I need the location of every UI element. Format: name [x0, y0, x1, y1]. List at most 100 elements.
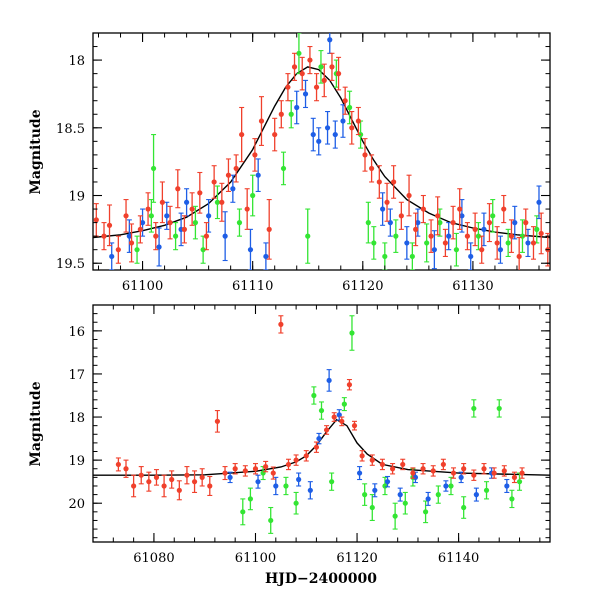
top-green-point-12: [305, 208, 311, 264]
bottom-red-point-11: [199, 468, 205, 487]
bottom-red-point-44: [501, 465, 507, 477]
top-red-point-17: [219, 182, 225, 222]
bottom-red-point-28: [346, 378, 353, 391]
top-red-point-47: [428, 219, 434, 253]
bottom-green-point-11: [362, 483, 368, 506]
top-green-point-19: [382, 242, 388, 270]
bottom-red-point-1: [123, 459, 129, 478]
top-red-point-6: [137, 215, 143, 244]
bottom-blue-point-5: [316, 432, 322, 445]
top-red-point-2: [106, 204, 113, 247]
bottom-red-point-20: [278, 315, 284, 334]
bottom-green-point-3: [268, 506, 274, 534]
top-green-point-21: [409, 242, 415, 270]
bottom-green-point-17: [422, 500, 429, 524]
bottom-red-point-8: [176, 480, 182, 501]
top-red-point-57: [501, 194, 507, 224]
bottom-blue-point-0: [227, 471, 233, 484]
top-red-point-12: [181, 215, 187, 244]
top-red-point-43: [398, 201, 404, 230]
bottom-green-point-22: [483, 481, 490, 500]
bottom-red-point-6: [161, 474, 167, 498]
bottom-y-tick-label-3: 19: [68, 454, 85, 469]
bottom-red-point-16: [242, 465, 248, 477]
top-red-point-15: [203, 222, 210, 251]
top-green-point-23: [437, 208, 443, 237]
bottom-green-point-14: [392, 502, 398, 530]
top-green-point-26: [490, 199, 496, 233]
top-red-point-11: [175, 169, 181, 209]
top-blue-point-25: [431, 230, 437, 270]
top-red-point-46: [420, 194, 426, 224]
bottom-red-point-2: [131, 474, 137, 498]
top-red-point-1: [101, 222, 107, 251]
top-red-point-20: [239, 106, 245, 163]
top-red-point-25: [272, 117, 278, 152]
top-blue-point-10: [247, 228, 254, 270]
bottom-blue-point-16: [473, 487, 479, 502]
bottom-blue-point-2: [273, 476, 279, 496]
top-panel: 61100 61110 61120 61130 18 18.5 19 19.5 Magnitu…: [28, 32, 551, 294]
top-blue-point-8: [222, 211, 228, 262]
top-green-point-9: [280, 151, 287, 186]
top-blue-point-3: [156, 227, 162, 267]
bottom-red-point-46: [519, 467, 525, 479]
top-plot-frame: [92, 32, 551, 271]
top-blue-point-13: [294, 90, 300, 125]
bottom-red-point-24: [313, 441, 320, 453]
bottom-green-point-24: [509, 489, 515, 509]
top-green-point-11: [296, 33, 302, 75]
bottom-blue-point-14: [443, 480, 449, 492]
bottom-green-point-9: [341, 397, 347, 412]
bottom-red-point-29: [351, 420, 358, 431]
top-green-point-8: [250, 174, 256, 217]
bottom-green-point-4: [283, 476, 289, 496]
bottom-green-point-20: [461, 496, 467, 519]
top-red-point-31: [313, 73, 320, 102]
top-red-point-32: [321, 63, 327, 98]
bottom-blue-point-7: [336, 409, 342, 421]
top-x-tick-label-0: 61100: [122, 279, 163, 294]
top-blue-point-16: [316, 127, 322, 156]
bottom-green-point-10: [349, 315, 355, 351]
bottom-green-point-15: [402, 491, 408, 515]
top-red-point-37: [355, 106, 361, 136]
bottom-red-point-45: [511, 471, 518, 484]
bottom-red-point-15: [232, 463, 238, 475]
bottom-blue-point-1: [255, 474, 261, 489]
bottom-green-point-12: [369, 494, 375, 522]
top-blue-point-32: [525, 228, 531, 258]
top-blue-point-18: [327, 33, 333, 54]
top-green-point-20: [393, 219, 399, 253]
top-y-tick-label-0: 18: [68, 54, 85, 69]
top-red-point-13: [189, 192, 195, 226]
top-red-point-41: [384, 182, 390, 222]
top-green-point-24: [453, 232, 459, 267]
top-blue-point-31: [512, 205, 518, 240]
top-y-axis-title: Magnitude: [28, 109, 44, 194]
top-red-point-48: [435, 196, 441, 236]
top-red-point-22: [252, 138, 258, 172]
top-blue-point-19: [332, 120, 338, 149]
top-red-point-19: [233, 154, 239, 183]
top-x-tick-label-3: 61130: [452, 279, 493, 294]
top-blue-point-6: [184, 188, 190, 217]
top-red-point-61: [530, 226, 537, 260]
top-green-point-13: [318, 50, 324, 84]
top-y-tick-label-1: 18.5: [56, 122, 85, 137]
top-green-point-1: [148, 199, 154, 233]
bottom-green-point-7: [318, 401, 325, 420]
bottom-green-point-13: [382, 476, 388, 496]
bottom-blue-point-9: [372, 483, 378, 498]
top-red-point-56: [494, 226, 500, 260]
bottom-red-point-10: [191, 470, 198, 493]
top-blue-point-28: [468, 242, 474, 270]
top-red-point-62: [538, 212, 544, 255]
top-red-point-10: [167, 205, 173, 240]
bottom-plot-frame: [92, 304, 551, 543]
bottom-green-point-5: [293, 491, 299, 515]
bottom-red-point-21: [285, 458, 292, 471]
top-red-point-30: [307, 45, 313, 75]
bottom-red-point-39: [450, 467, 457, 479]
bottom-panel: 61080 61100 61120 61140 16 17 18 19 20 Magnitude…: [28, 304, 551, 587]
